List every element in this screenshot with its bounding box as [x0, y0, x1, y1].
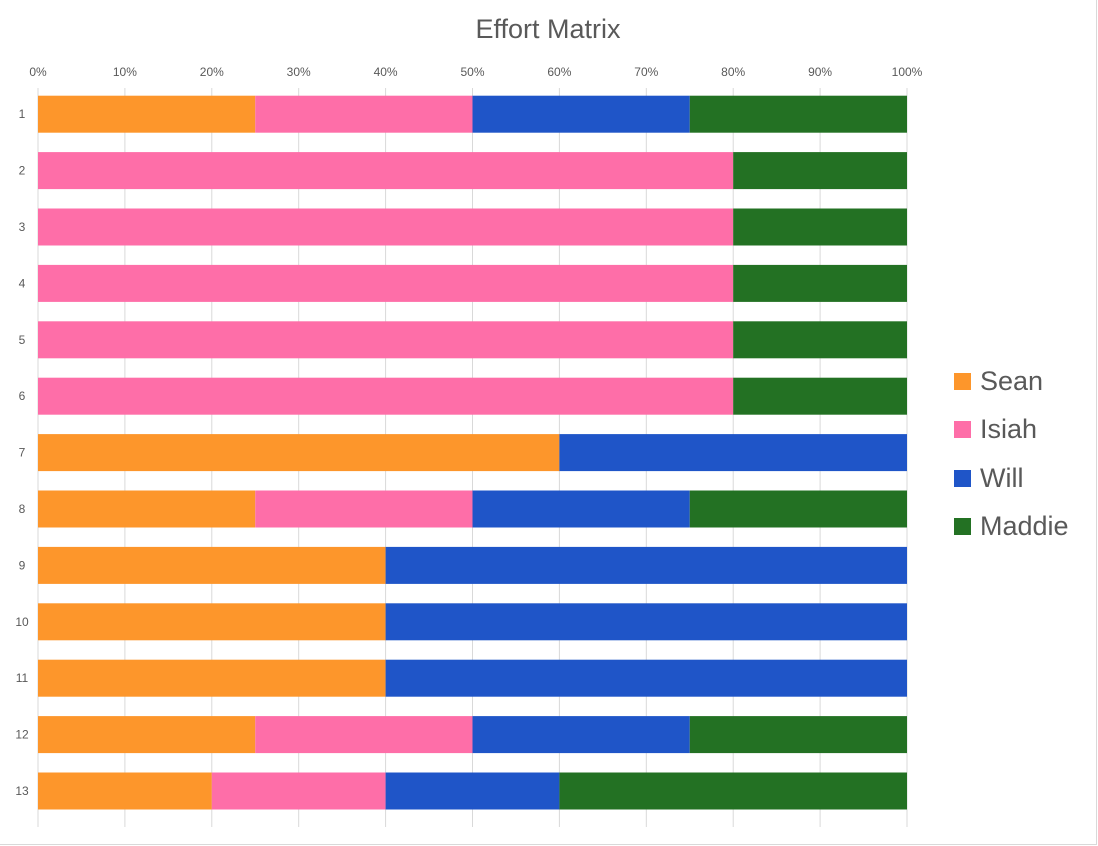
bar-segment-maddie	[733, 208, 907, 246]
bar-segment-will	[385, 546, 908, 584]
x-tick-label: 90%	[808, 65, 832, 79]
bar-segment-maddie	[733, 377, 907, 415]
bar-segment-will	[385, 772, 560, 810]
x-tick-label: 50%	[460, 65, 484, 79]
bar-segment-isiah	[38, 264, 734, 302]
x-tick-label: 40%	[374, 65, 398, 79]
x-tick-label: 30%	[287, 65, 311, 79]
category-label: 7	[19, 446, 26, 460]
legend-item: Sean	[954, 357, 1069, 406]
x-tick-label: 60%	[547, 65, 571, 79]
category-label: 3	[19, 220, 26, 234]
category-label: 10	[15, 615, 29, 629]
legend-item: Maddie	[954, 503, 1069, 552]
x-tick-label: 100%	[892, 65, 923, 79]
bar-segment-sean	[38, 95, 256, 133]
bar-segment-sean	[38, 490, 256, 528]
x-tick-label: 10%	[113, 65, 137, 79]
bar-segment-sean	[38, 546, 386, 584]
legend-label: Maddie	[980, 511, 1069, 542]
bar-segment-isiah	[211, 772, 386, 810]
legend-label: Isiah	[980, 414, 1038, 445]
bar-segment-maddie	[689, 490, 907, 528]
category-label: 1	[19, 107, 26, 121]
category-label: 2	[19, 164, 26, 178]
bar-segment-sean	[38, 434, 560, 472]
bar-segment-will	[472, 95, 690, 133]
bar-segment-sean	[38, 603, 386, 641]
bar-segment-will	[472, 490, 690, 528]
bar-segment-isiah	[255, 716, 473, 754]
bar-segment-isiah	[38, 208, 734, 246]
legend-label: Sean	[980, 365, 1044, 396]
bar-segment-maddie	[689, 95, 907, 133]
legend-label: Will	[980, 462, 1024, 493]
legend-swatch	[954, 372, 971, 390]
category-label: 13	[15, 784, 29, 798]
category-label: 4	[19, 276, 26, 290]
bar-segment-sean	[38, 659, 386, 697]
bar-segment-isiah	[255, 490, 473, 528]
bar-segment-will	[385, 603, 908, 641]
legend-swatch	[954, 469, 971, 487]
bar-segment-sean	[38, 772, 212, 810]
legend-item: Will	[954, 454, 1069, 503]
bar-segment-maddie	[733, 321, 907, 359]
bar-segment-isiah	[38, 321, 734, 359]
bar-segment-maddie	[689, 716, 907, 754]
category-label: 9	[19, 558, 26, 572]
bar-segment-will	[472, 716, 690, 754]
x-tick-label: 80%	[721, 65, 745, 79]
x-tick-label: 0%	[29, 65, 47, 79]
category-label: 5	[19, 333, 26, 347]
legend-swatch	[954, 518, 971, 536]
x-tick-label: 20%	[200, 65, 224, 79]
legend: Sean Isiah Will Maddie	[954, 357, 1069, 551]
legend-swatch	[954, 421, 971, 439]
category-label: 11	[16, 671, 29, 685]
bar-segment-maddie	[733, 264, 907, 302]
bar-segment-maddie	[559, 772, 907, 810]
bar-segment-isiah	[38, 377, 734, 415]
bar-segment-isiah	[255, 95, 473, 133]
x-tick-labels: 0% 10% 20% 30% 40% 50% 60% 70% 80% 90% 100%	[29, 65, 922, 79]
bars	[38, 95, 908, 810]
bar-segment-isiah	[38, 152, 734, 190]
bar-segment-will	[559, 434, 907, 472]
bar-segment-will	[385, 659, 908, 697]
legend-item: Isiah	[954, 406, 1069, 455]
category-label: 6	[19, 389, 26, 403]
x-tick-label: 70%	[634, 65, 658, 79]
category-label: 12	[15, 728, 29, 742]
bar-segment-sean	[38, 716, 256, 754]
category-label: 8	[19, 502, 26, 516]
chart-title: Effort Matrix	[475, 14, 621, 44]
bar-segment-maddie	[733, 152, 907, 190]
